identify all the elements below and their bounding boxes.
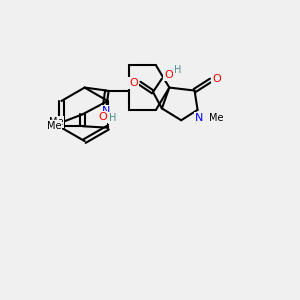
Text: O: O [129, 78, 138, 88]
Text: N: N [127, 78, 135, 88]
Text: O: O [212, 74, 221, 84]
Text: Me: Me [49, 117, 63, 127]
Text: Me: Me [209, 113, 223, 123]
Text: H: H [110, 113, 117, 123]
Text: Me: Me [47, 121, 62, 131]
Text: N: N [102, 106, 110, 116]
Text: O: O [98, 112, 107, 122]
Text: O: O [164, 70, 173, 80]
Text: N: N [195, 113, 203, 123]
Text: H: H [174, 65, 181, 75]
